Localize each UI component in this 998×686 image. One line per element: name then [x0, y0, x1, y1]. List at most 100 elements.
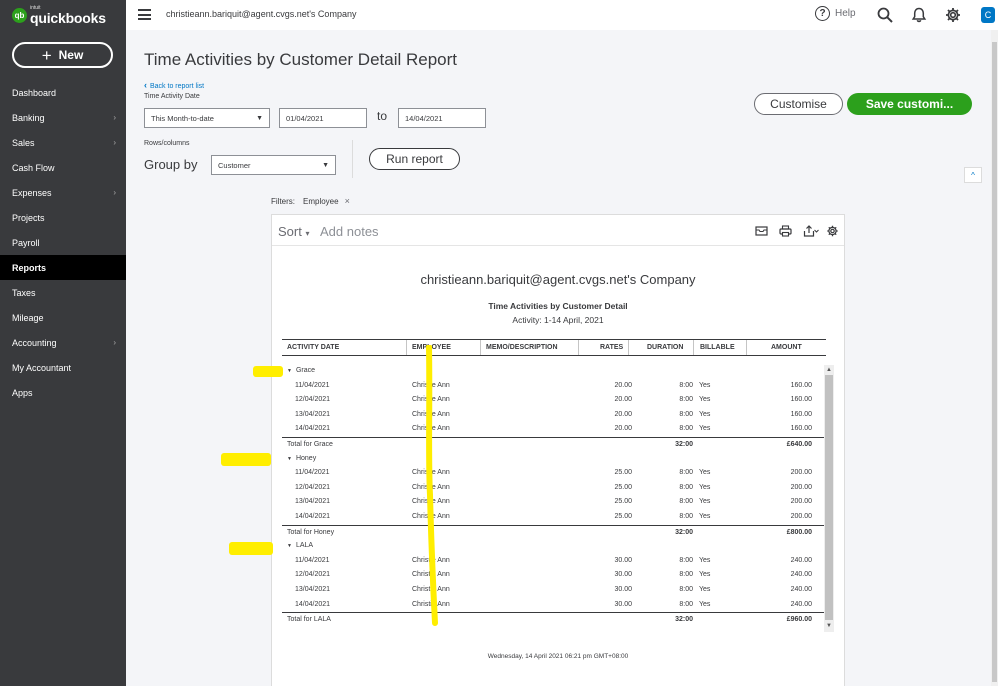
- sidebar-item-label: Mileage: [12, 312, 44, 323]
- sidebar-item-label: Reports: [12, 262, 47, 273]
- billable-cell: Yes: [699, 600, 711, 608]
- group-name: LALA: [295, 542, 314, 550]
- report-title: Time Activities by Customer Detail: [488, 301, 628, 311]
- customise-button[interactable]: Customise: [754, 93, 843, 115]
- table-row[interactable]: 14/04/2021 Christie Ann 30.00 8:00 Yes 240.00: [282, 598, 824, 613]
- column-header[interactable]: BILLABLE: [700, 344, 735, 351]
- email-icon[interactable]: [755, 225, 768, 237]
- group-header-row[interactable]: ▼ Grace: [282, 364, 824, 379]
- date-to-input[interactable]: 14/04/2021: [398, 108, 486, 128]
- collapse-triangle-icon[interactable]: ▼: [287, 543, 292, 550]
- sidebar-item-label: Banking: [12, 112, 45, 123]
- billable-cell: Yes: [699, 585, 711, 593]
- collapse-triangle-icon[interactable]: ▼: [287, 455, 292, 462]
- gear-icon[interactable]: [945, 7, 961, 23]
- logo-intuit-text: intuit: [30, 5, 41, 11]
- table-row[interactable]: 14/04/2021 Christie Ann 20.00 8:00 Yes 160.00: [282, 422, 824, 437]
- filter-chip-employee[interactable]: Employee: [303, 196, 339, 206]
- help-button[interactable]: ? Help: [815, 6, 856, 21]
- sidebar-item-accounting[interactable]: Accounting ›: [0, 330, 126, 355]
- column-header[interactable]: AMOUNT: [771, 344, 802, 351]
- date-from-input[interactable]: 01/04/2021: [279, 108, 367, 128]
- table-row[interactable]: 11/04/2021 Christie Ann 30.00 8:00 Yes 240.00: [282, 554, 824, 569]
- report-scrollbar[interactable]: ▲ ▼: [824, 365, 834, 632]
- caret-down-icon: ▾: [305, 229, 310, 238]
- sidebar-item-cash-flow[interactable]: Cash Flow: [0, 155, 126, 180]
- table-row[interactable]: 11/04/2021 Christie Ann 25.00 8:00 Yes 200.00: [282, 466, 824, 481]
- yellow-highlight-line: [426, 345, 438, 626]
- date-range-select[interactable]: This Month-to-date ▼: [144, 108, 270, 128]
- new-button[interactable]: + New: [12, 42, 113, 68]
- sidebar-item-dashboard[interactable]: Dashboard: [0, 80, 126, 105]
- page-scrollbar[interactable]: [991, 30, 998, 686]
- hamburger-menu-icon[interactable]: [138, 9, 151, 20]
- sidebar-item-label: Projects: [12, 212, 45, 223]
- column-header[interactable]: ACTIVITY DATE: [287, 344, 340, 351]
- sort-dropdown[interactable]: Sort ▾: [278, 224, 309, 239]
- run-report-button[interactable]: Run report: [369, 148, 460, 170]
- report-timestamp: Wednesday, 14 April 2021 06:21 pm GMT+08…: [487, 653, 629, 660]
- sidebar-item-expenses[interactable]: Expenses ›: [0, 180, 126, 205]
- group-header-row[interactable]: ▼ LALA: [282, 539, 824, 554]
- sidebar-item-sales[interactable]: Sales ›: [0, 130, 126, 155]
- sidebar-item-projects[interactable]: Projects: [0, 205, 126, 230]
- amount-cell: 240.00: [790, 556, 812, 564]
- activity-date-cell: 11/04/2021: [295, 381, 330, 389]
- total-amount: £960.00: [786, 616, 812, 624]
- close-icon[interactable]: ×: [344, 196, 350, 206]
- amount-cell: 240.00: [790, 585, 812, 593]
- sidebar-item-apps[interactable]: Apps: [0, 380, 126, 405]
- search-icon[interactable]: [877, 7, 893, 23]
- table-row[interactable]: 12/04/2021 Christie Ann 30.00 8:00 Yes 240.00: [282, 568, 824, 583]
- save-customisation-button[interactable]: Save customi...: [847, 93, 972, 115]
- quickbooks-logo[interactable]: qb intuit quickbooks: [12, 6, 106, 25]
- table-row[interactable]: 13/04/2021 Christie Ann 25.00 8:00 Yes 200.00: [282, 495, 824, 510]
- rate-cell: 25.00: [614, 483, 632, 491]
- chevron-right-icon: ›: [113, 138, 116, 147]
- back-to-report-list-link[interactable]: ‹ Back to report list: [144, 80, 204, 90]
- group-by-select[interactable]: Customer ▼: [211, 155, 336, 175]
- table-row[interactable]: 13/04/2021 Christie Ann 30.00 8:00 Yes 240.00: [282, 583, 824, 598]
- sidebar-item-banking[interactable]: Banking ›: [0, 105, 126, 130]
- time-activity-date-label: Time Activity Date: [144, 93, 200, 100]
- user-avatar[interactable]: C: [981, 7, 995, 23]
- back-link-label: Back to report list: [150, 83, 205, 90]
- page-scrollbar-thumb[interactable]: [992, 42, 997, 682]
- column-header[interactable]: DURATION: [647, 344, 684, 351]
- group-header-row[interactable]: ▼ Honey: [282, 452, 824, 467]
- amount-cell: 200.00: [790, 512, 812, 520]
- yellow-highlight-mark: [229, 542, 273, 555]
- table-row[interactable]: 14/04/2021 Christie Ann 25.00 8:00 Yes 200.00: [282, 510, 824, 525]
- sidebar-item-taxes[interactable]: Taxes: [0, 280, 126, 305]
- notification-bell-icon[interactable]: [911, 7, 927, 23]
- rate-cell: 20.00: [614, 396, 632, 404]
- table-row[interactable]: 12/04/2021 Christie Ann 25.00 8:00 Yes 200.00: [282, 481, 824, 496]
- settings-gear-icon[interactable]: [826, 225, 839, 237]
- collapse-triangle-icon[interactable]: ▼: [287, 368, 292, 374]
- export-icon[interactable]: [803, 225, 819, 237]
- activity-date-cell: 13/04/2021: [295, 498, 331, 506]
- billable-cell: Yes: [699, 425, 711, 433]
- column-header[interactable]: MEMO/DESCRIPTION: [486, 344, 558, 351]
- table-row[interactable]: 13/04/2021 Christie Ann 20.00 8:00 Yes 160.00: [282, 408, 824, 423]
- sidebar-item-my-accountant[interactable]: My Accountant: [0, 355, 126, 380]
- column-header[interactable]: RATES: [600, 344, 624, 351]
- sidebar-item-reports[interactable]: Reports: [0, 255, 126, 280]
- date-to-separator: to: [377, 109, 388, 123]
- rate-cell: 25.00: [614, 512, 632, 520]
- sidebar-item-mileage[interactable]: Mileage: [0, 305, 126, 330]
- scroll-down-arrow[interactable]: ▼: [826, 623, 832, 629]
- rate-cell: 30.00: [614, 600, 632, 608]
- scroll-up-arrow[interactable]: ▲: [826, 367, 832, 373]
- print-icon[interactable]: [779, 225, 792, 237]
- table-row[interactable]: 12/04/2021 Christie Ann 20.00 8:00 Yes 160.00: [282, 393, 824, 408]
- activity-date-cell: 12/04/2021: [295, 396, 331, 404]
- collapse-header-button[interactable]: ^: [964, 167, 982, 183]
- group-total-row: Total for Honey 32:00 £800.00: [282, 524, 824, 540]
- table-row[interactable]: 11/04/2021 Christie Ann 20.00 8:00 Yes 160.00: [282, 379, 824, 394]
- billable-cell: Yes: [699, 556, 711, 564]
- scrollbar-thumb[interactable]: [825, 375, 833, 620]
- add-notes-button[interactable]: Add notes: [320, 224, 379, 239]
- sidebar-item-payroll[interactable]: Payroll: [0, 230, 126, 255]
- sidebar-nav: Dashboard Banking › Sales › Cash Flow Expenses…: [0, 80, 126, 405]
